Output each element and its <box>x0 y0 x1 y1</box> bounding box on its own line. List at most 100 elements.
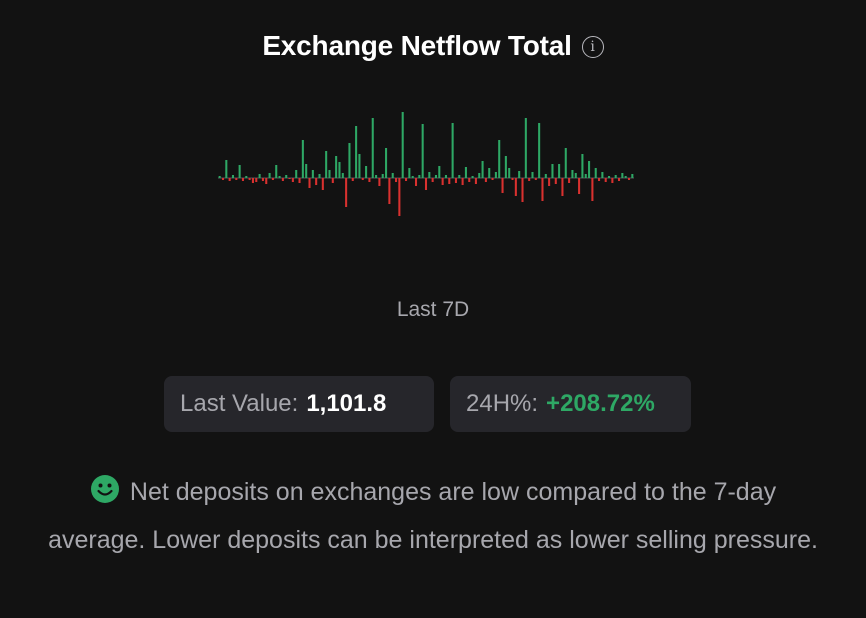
netflow-bar <box>271 178 274 180</box>
netflow-bar <box>501 178 504 193</box>
netflow-bar <box>454 178 457 183</box>
netflow-bar <box>418 175 421 178</box>
netflow-bar <box>588 161 591 178</box>
netflow-bar <box>611 178 614 183</box>
netflow-bar <box>278 176 281 178</box>
netflow-bar <box>341 173 344 178</box>
netflow-bar <box>441 178 444 185</box>
change-24h-label: 24H%: <box>466 390 539 417</box>
netflow-bar <box>468 178 471 182</box>
netflow-bar <box>591 178 594 201</box>
netflow-bar <box>411 176 414 178</box>
netflow-bar <box>361 178 364 180</box>
info-icon[interactable]: i <box>581 36 604 58</box>
netflow-bar <box>624 176 627 178</box>
netflow-bar <box>524 118 527 178</box>
netflow-bar <box>551 164 554 178</box>
netflow-bar <box>268 173 271 178</box>
summary-text: Net deposits on exchanges are low compar… <box>48 478 818 554</box>
netflow-bar <box>498 140 501 178</box>
netflow-bar <box>568 178 571 183</box>
netflow-bar <box>395 178 398 182</box>
netflow-bar <box>514 178 517 196</box>
netflow-bar <box>318 174 321 178</box>
netflow-bar <box>301 140 304 178</box>
netflow-bar <box>584 174 587 178</box>
netflow-bar <box>245 176 248 178</box>
netflow-bar <box>228 178 231 181</box>
netflow-bar <box>538 123 541 178</box>
netflow-bar <box>285 175 288 178</box>
netflow-bar <box>448 178 451 184</box>
netflow-bar <box>348 143 351 178</box>
netflow-bar <box>478 173 481 178</box>
netflow-bar <box>385 148 388 178</box>
netflow-bar <box>414 178 418 186</box>
netflow-bar <box>444 175 447 178</box>
netflow-bar <box>474 178 477 184</box>
netflow-bar <box>345 178 348 207</box>
netflow-bar <box>504 156 507 178</box>
netflow-bar <box>564 148 567 178</box>
netflow-bar <box>365 166 368 178</box>
netflow-bar <box>288 178 291 179</box>
netflow-bar <box>484 178 487 182</box>
netflow-bar <box>481 161 484 178</box>
netflow-bar <box>261 178 264 181</box>
netflow-bar <box>311 170 314 178</box>
netflow-bar <box>235 178 238 180</box>
netflow-bar <box>601 172 604 178</box>
netflow-bar <box>248 178 251 180</box>
change-24h-value: +208.72% <box>546 390 655 417</box>
netflow-bar <box>541 178 544 201</box>
last-value-card: Last Value: 1,101.8 <box>164 376 434 432</box>
netflow-bar <box>255 178 258 182</box>
netflow-bar <box>231 175 234 178</box>
netflow-bar <box>627 178 631 180</box>
netflow-bar <box>358 154 361 178</box>
netflow-bar <box>491 178 494 180</box>
netflow-bar <box>315 178 318 185</box>
netflow-bar <box>438 166 441 178</box>
netflow-bar <box>424 178 428 190</box>
netflow-bar <box>295 170 298 178</box>
last-value-label: Last Value: <box>180 390 299 417</box>
netflow-bar <box>494 172 497 178</box>
netflow-bar <box>258 174 261 178</box>
netflow-bar <box>338 162 341 178</box>
netflow-bar <box>558 164 561 178</box>
period-label: Last 7D <box>396 298 470 321</box>
netflow-bar <box>488 168 491 178</box>
netflow-bar <box>265 178 268 184</box>
netflow-bar <box>604 178 607 182</box>
netflow-chart <box>210 100 640 230</box>
netflow-bar <box>428 172 431 178</box>
netflow-bar <box>325 151 328 178</box>
netflow-bar <box>598 178 601 181</box>
netflow-bar <box>328 170 331 178</box>
netflow-bar <box>518 171 521 178</box>
netflow-bar <box>617 178 621 181</box>
netflow-bar <box>381 174 384 178</box>
netflow-bar <box>305 164 308 178</box>
netflow-bar <box>275 165 278 178</box>
netflow-bar <box>451 123 454 178</box>
netflow-bar <box>375 175 378 178</box>
netflow-bar <box>351 178 354 181</box>
netflow-bar <box>321 178 324 190</box>
netflow-bar <box>298 178 301 183</box>
netflow-bar <box>398 178 401 216</box>
netflow-bar <box>508 168 511 178</box>
netflow-bar <box>471 176 474 178</box>
netflow-bar <box>581 154 584 178</box>
netflow-bar <box>554 178 557 184</box>
netflow-bar <box>368 178 371 182</box>
netflow-bar <box>355 126 358 178</box>
netflow-bar <box>548 178 551 186</box>
netflow-bar <box>431 178 434 182</box>
netflow-bar <box>421 124 424 178</box>
netflow-bar <box>574 173 577 178</box>
page-title: Exchange Netflow Total <box>262 30 572 61</box>
netflow-bar <box>608 176 611 178</box>
netflow-bar <box>458 175 461 178</box>
